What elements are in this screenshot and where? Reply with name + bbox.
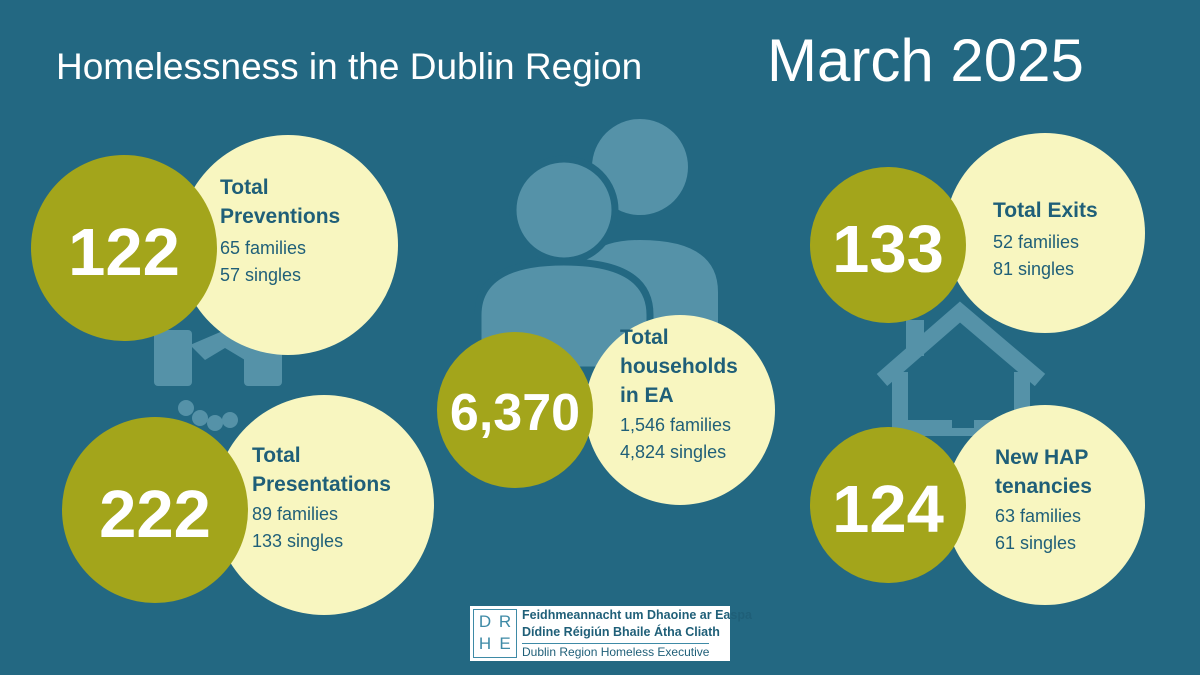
exits-title: Total Exits	[993, 199, 1098, 222]
presentations-title-1: Total	[252, 444, 301, 467]
presentations-title-2: Presentations	[252, 473, 391, 496]
hap-title-2: tenancies	[995, 475, 1092, 498]
households-title-2: households	[620, 355, 738, 378]
exits-number: 133	[832, 212, 944, 287]
exits-number-circle	[810, 167, 966, 323]
logo-letter-e: E	[499, 634, 511, 653]
households-title-1: Total	[620, 326, 669, 349]
households-title-3: in EA	[620, 384, 674, 407]
hap-number: 124	[832, 472, 944, 547]
households-singles: 4,824 singles	[620, 442, 727, 462]
logo-letter-d: D	[478, 612, 492, 631]
hap-families: 63 families	[995, 506, 1082, 526]
preventions-label-circle	[178, 135, 398, 355]
presentations-number: 222	[99, 477, 211, 552]
hap-title-1: New HAP	[995, 446, 1089, 469]
logo-letter-r: R	[498, 612, 512, 631]
presentations-label: Total Presentations 89 families 133 sing…	[252, 441, 391, 555]
households-number: 6,370	[449, 384, 581, 442]
hap-singles: 61 singles	[995, 533, 1077, 553]
house-chimney	[906, 320, 924, 356]
logo-english-line: Dublin Region Homeless Executive	[522, 643, 710, 659]
exits-label: Total Exits 52 families 81 singles	[993, 196, 1098, 283]
report-date: March 2025	[767, 27, 1084, 94]
preventions-families: 65 families	[220, 238, 307, 258]
logo-letter-h: H	[478, 634, 492, 653]
preventions-number-circle	[31, 155, 217, 341]
presentations-label-circle	[214, 395, 434, 615]
preventions-singles: 57 singles	[220, 265, 302, 285]
drhe-logo-mark: D R H E	[473, 609, 517, 658]
exits-label-circle	[945, 133, 1145, 333]
households-families: 1,546 families	[620, 415, 732, 435]
preventions-title-2: Preventions	[220, 205, 341, 228]
presentations-number-circle	[62, 417, 248, 603]
drhe-logo: D R H E Feidhmeannacht um Dhaoine ar Eas…	[470, 606, 752, 661]
preventions-label: Total Preventions 65 families 57 singles	[220, 173, 340, 289]
exits-families: 52 families	[993, 232, 1080, 252]
households-number-circle	[437, 332, 593, 488]
logo-irish-line-2: Dídine Réigiún Bhaile Átha Cliath	[522, 625, 720, 639]
households-label: Total households in EA 1,546 families 4,…	[620, 323, 738, 466]
preventions-title-1: Total	[220, 176, 269, 199]
hap-number-circle	[810, 427, 966, 583]
hap-label: New HAP tenancies 63 families 61 singles	[995, 443, 1092, 557]
exits-singles: 81 singles	[993, 259, 1075, 279]
hap-label-circle	[945, 405, 1145, 605]
logo-irish-line-1: Feidhmeannacht um Dhaoine ar Easpa	[522, 608, 752, 622]
house-door	[952, 396, 974, 428]
page-title: Homelessness in the Dublin Region	[56, 46, 643, 87]
presentations-singles: 133 singles	[252, 531, 344, 551]
preventions-number: 122	[68, 215, 180, 290]
households-label-circle	[585, 315, 775, 505]
presentations-families: 89 families	[252, 504, 339, 524]
